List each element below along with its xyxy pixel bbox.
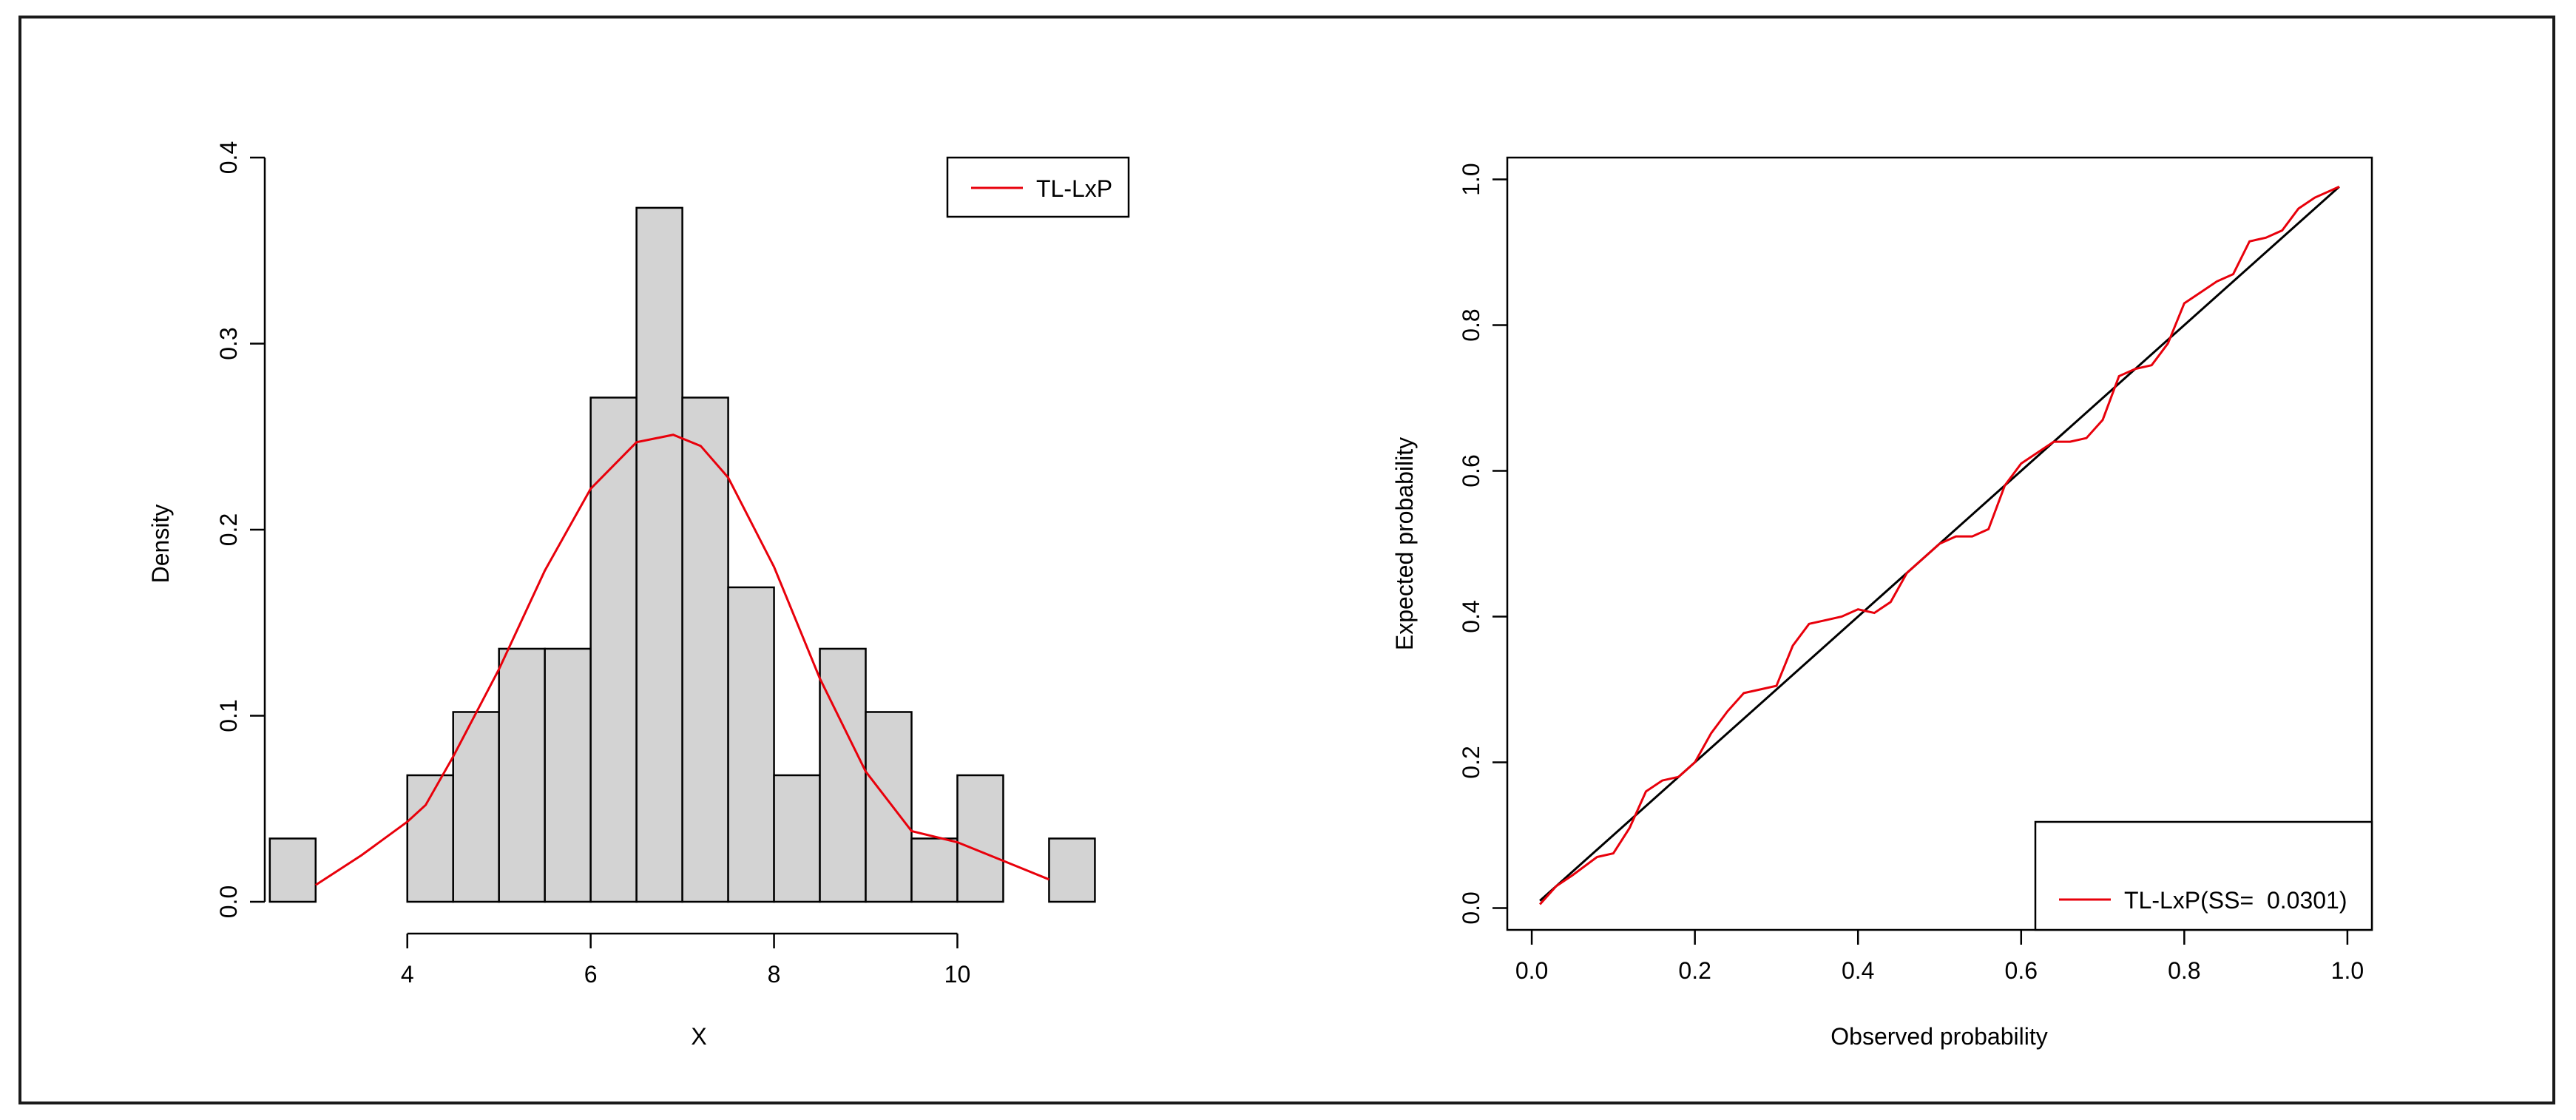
x-axis-label: Observed probability xyxy=(1830,1023,2047,1050)
histogram-bar xyxy=(452,711,500,903)
x-tick-label: 0.8 xyxy=(2168,957,2200,984)
x-tick-label: 10 xyxy=(944,961,971,988)
y-tick-label: 0.3 xyxy=(215,327,242,360)
x-tick-label: 0.4 xyxy=(1842,957,1874,984)
pp-plot-panel: 0.0 0.2 0.4 0.6 0.8 1.0 0.0 0.2 0.4 0.6 0.8 1.0 Ob… xyxy=(1391,156,2373,1050)
histogram-bar xyxy=(865,711,913,903)
histogram-bar xyxy=(406,774,454,903)
x-tick-label: 0.2 xyxy=(1678,957,1711,984)
x-tick-label: 0.6 xyxy=(2005,957,2038,984)
histogram-bar xyxy=(727,586,775,903)
y-tick-label: 0.4 xyxy=(1458,600,1484,632)
y-tick-label: 0.0 xyxy=(215,885,242,918)
legend: TL-LxP(SS= 0.0301) xyxy=(2034,820,2373,931)
x-axis: 0.0 0.2 0.4 0.6 0.8 1.0 xyxy=(1515,930,2364,984)
x-tick-label: 0.0 xyxy=(1515,957,1548,984)
histogram-bar xyxy=(681,397,729,903)
histogram-bar xyxy=(544,647,592,903)
y-tick-label: 0.0 xyxy=(1458,891,1484,924)
histogram-bar xyxy=(635,206,683,903)
histogram-bars xyxy=(268,206,1096,903)
x-tick-label: 8 xyxy=(768,961,781,988)
y-tick-label: 0.6 xyxy=(1458,454,1484,487)
x-tick-label: 4 xyxy=(401,961,414,988)
density-curve xyxy=(314,434,1050,886)
histogram-bar xyxy=(498,647,546,903)
histogram-bar xyxy=(956,774,1004,903)
y-tick-label: 0.8 xyxy=(1458,308,1484,341)
legend-box xyxy=(2034,820,2373,931)
histogram-bar xyxy=(1048,837,1096,903)
y-tick-label: 0.2 xyxy=(1458,746,1484,778)
y-axis-label: Density xyxy=(147,505,174,584)
x-axis-label: X xyxy=(691,1023,706,1050)
x-tick-label: 6 xyxy=(584,961,598,988)
y-tick-label: 0.4 xyxy=(215,141,242,174)
y-tick-label: 1.0 xyxy=(1458,163,1484,195)
legend-label: TL-LxP(SS= 0.0301) xyxy=(2124,887,2347,914)
y-tick-label: 0.2 xyxy=(215,513,242,546)
pp-curve xyxy=(1538,186,2340,905)
y-axis-label: Expected probability xyxy=(1391,437,1418,650)
y-tick-label: 0.1 xyxy=(215,699,242,732)
y-axis: 0.0 0.1 0.2 0.3 0.4 xyxy=(215,141,266,918)
histogram-bar xyxy=(819,647,867,903)
histogram-bar xyxy=(910,837,959,903)
legend-label: TL-LxP xyxy=(1036,175,1112,202)
x-axis: 4 6 8 10 xyxy=(401,932,971,988)
legend: TL-LxP xyxy=(946,156,1130,218)
histogram-bar xyxy=(589,397,638,903)
histogram-panel: 4 6 8 10 0.0 0.1 0.2 0.3 0.4 X Density TL-LxP xyxy=(147,141,1130,1050)
histogram-bar xyxy=(773,774,821,903)
plot-box xyxy=(1506,156,2373,931)
x-tick-label: 1.0 xyxy=(2331,957,2364,984)
histogram-bar xyxy=(268,837,317,903)
y-axis: 0.0 0.2 0.4 0.6 0.8 1.0 xyxy=(1458,163,1507,925)
